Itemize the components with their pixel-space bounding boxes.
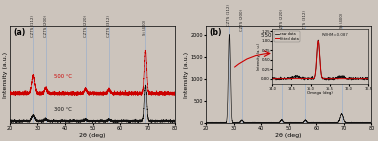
Text: CZTS (200): CZTS (200): [44, 15, 48, 37]
Y-axis label: Intensity (a.u.): Intensity (a.u.): [3, 52, 8, 98]
Text: CZTS (220): CZTS (220): [84, 15, 88, 37]
X-axis label: 2θ (deg): 2θ (deg): [79, 133, 106, 137]
Y-axis label: Intensity (a.u.): Intensity (a.u.): [184, 52, 189, 98]
Text: (b): (b): [209, 28, 222, 37]
Text: (a): (a): [13, 28, 25, 37]
Text: 500 °C: 500 °C: [54, 74, 72, 79]
Text: CZTS (312): CZTS (312): [303, 10, 307, 32]
Text: CZTS (200): CZTS (200): [240, 9, 244, 31]
Text: 300 °C: 300 °C: [54, 107, 72, 112]
Text: CZTS (112): CZTS (112): [228, 4, 231, 26]
Text: Si (400): Si (400): [339, 12, 344, 28]
Text: CZTS (112): CZTS (112): [31, 15, 35, 37]
X-axis label: 2θ (deg): 2θ (deg): [276, 133, 302, 137]
Text: CZTS (312): CZTS (312): [107, 15, 111, 37]
Text: Si (400): Si (400): [144, 19, 147, 35]
Text: CZTS (220): CZTS (220): [280, 9, 284, 31]
Text: 550 °C: 550 °C: [261, 33, 280, 38]
